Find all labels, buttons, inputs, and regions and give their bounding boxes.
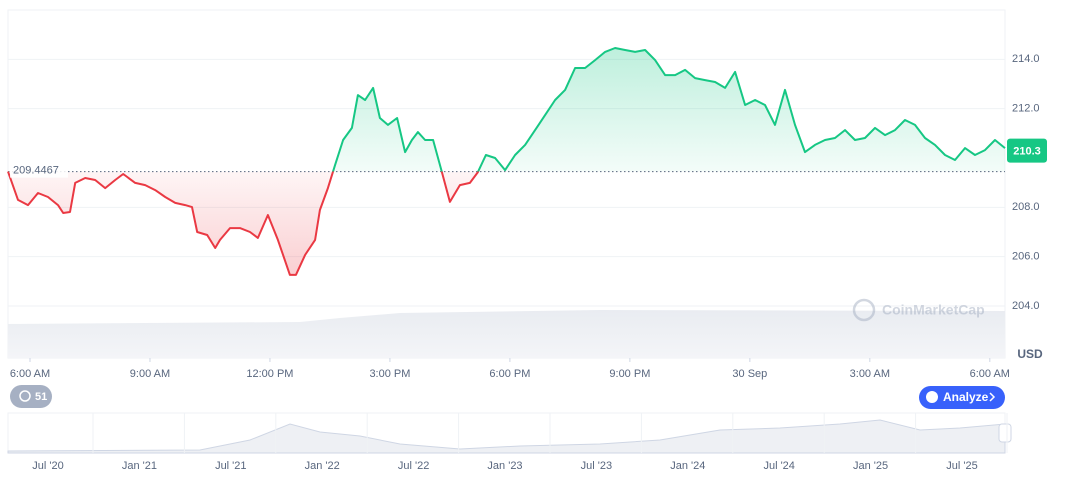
x-tick-label: 6:00 AM <box>10 368 50 380</box>
navigator-label: Jan '24 <box>670 460 705 472</box>
navigator-label: Jul '24 <box>763 460 794 472</box>
x-tick-label: 3:00 PM <box>369 368 410 380</box>
x-tick-label: 12:00 PM <box>246 368 293 380</box>
price-line <box>7 47 1006 276</box>
watermark-text: CoinMarketCap <box>882 302 985 318</box>
navigator-label: Jan '25 <box>853 460 888 472</box>
navigator-label: Jan '21 <box>122 460 157 472</box>
volume-area <box>8 310 1005 358</box>
y-tick-label: 208.0 <box>1012 201 1040 213</box>
x-tick-label: 3:00 AM <box>850 368 890 380</box>
navigator-label: Jan '23 <box>487 460 522 472</box>
history-button[interactable]: 51 <box>10 385 52 408</box>
analyze-button[interactable]: Analyze <box>919 386 1005 409</box>
analyze-label: Analyze <box>943 390 989 404</box>
current-price-tag <box>1007 138 1047 163</box>
x-tick-label: 6:00 AM <box>970 368 1010 380</box>
y-axis-label: USD <box>1017 347 1043 361</box>
navigator-label: Jul '25 <box>946 460 977 472</box>
baseline-label: 209.4467 <box>13 165 59 177</box>
navigator-label: Jan '22 <box>305 460 340 472</box>
y-tick-label: 204.0 <box>1012 300 1040 312</box>
y-tick-label: 214.0 <box>1012 53 1040 65</box>
x-tick-label: 9:00 PM <box>609 368 650 380</box>
navigator-area <box>7 419 1006 454</box>
navigator-label: Jul '22 <box>398 460 429 472</box>
watermark: CoinMarketCap <box>852 298 985 322</box>
baseline-label-bg <box>10 162 68 178</box>
area <box>8 48 1005 275</box>
navigator-handle[interactable] <box>998 423 1012 443</box>
current-price-label: 210.3 <box>1013 146 1041 158</box>
y-tick-label: 206.0 <box>1012 251 1040 263</box>
navigator-label: Jul '21 <box>215 460 246 472</box>
x-tick-label: 9:00 AM <box>130 368 170 380</box>
navigator-label: Jul '23 <box>581 460 612 472</box>
x-tick-label: 6:00 PM <box>489 368 530 380</box>
navigator <box>7 412 1012 454</box>
y-tick-label: 212.0 <box>1012 103 1040 115</box>
navigator-label: Jul '20 <box>32 460 63 472</box>
history-count: 51 <box>35 391 47 403</box>
x-tick-label: 30 Sep <box>732 368 767 380</box>
